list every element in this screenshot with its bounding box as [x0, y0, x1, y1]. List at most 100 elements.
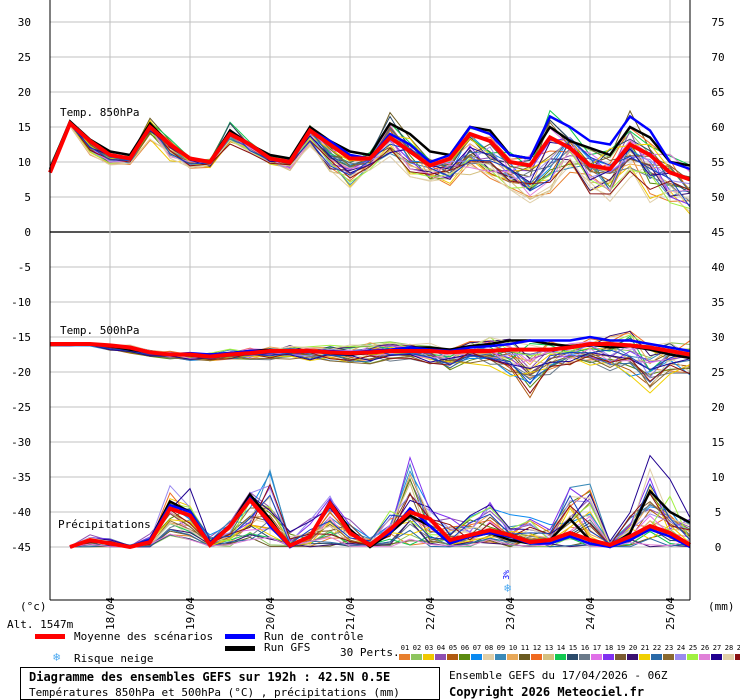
member-number: 14 — [556, 644, 566, 652]
member-number: 09 — [496, 644, 506, 652]
right-tick-label: 70 — [711, 51, 724, 64]
snowflake-legend-icon: ❄ — [53, 650, 61, 664]
member-16-precip-line — [69, 503, 691, 548]
member-number: 16 — [580, 644, 590, 652]
left-tick-label: 5 — [24, 191, 31, 204]
date-tick-label: 24/04 — [584, 597, 597, 630]
right-tick-label: 45 — [711, 226, 724, 239]
axis-ticks: 302520151050-5-10-15-20-25-30-35-40-4575… — [11, 16, 725, 630]
member-number: 02 — [412, 644, 422, 652]
altitude: Alt. 1547m — [7, 618, 74, 631]
member-number: 03 — [424, 644, 434, 652]
left-tick-label: -40 — [11, 506, 31, 519]
member-number: 08 — [484, 644, 494, 652]
grid — [50, 0, 690, 600]
left-tick-label: 20 — [18, 86, 31, 99]
left-tick-label: -15 — [11, 331, 31, 344]
member-swatch — [735, 654, 740, 660]
legend-mean-label: Moyenne des scénarios — [74, 630, 214, 643]
member-swatch — [495, 654, 506, 660]
right-tick-label: 65 — [711, 86, 724, 99]
right-tick-label: 0 — [715, 541, 722, 554]
date-tick-label: 25/04 — [664, 597, 677, 630]
member-number: 15 — [568, 644, 578, 652]
right-tick-label: 35 — [711, 296, 724, 309]
member-swatch — [399, 654, 410, 660]
member-swatch — [639, 654, 650, 660]
main-lines — [48, 114, 692, 550]
member-28-t850-line — [49, 125, 691, 204]
member-number: 26 — [700, 644, 710, 652]
legend-mean-swatch — [35, 634, 65, 639]
legend-gfs-label: Run GFS — [264, 641, 311, 654]
member-swatch — [435, 654, 446, 660]
right-tick-label: 60 — [711, 121, 724, 134]
member-number: 04 — [436, 644, 446, 652]
label-t500: Temp. 500hPa — [60, 324, 140, 337]
member-number: 19 — [616, 644, 626, 652]
right-tick-label: 75 — [711, 16, 724, 29]
member-number: 13 — [544, 644, 554, 652]
member-swatch — [579, 654, 590, 660]
gfs-precip-line — [69, 488, 691, 549]
chart-title: Diagramme des ensembles GEFS sur 192h : … — [29, 670, 391, 684]
left-tick-label: 25 — [18, 51, 31, 64]
right-tick-label: 15 — [711, 436, 724, 449]
title-box: Diagramme des ensembles GEFS sur 192h : … — [20, 667, 440, 700]
left-tick-label: 30 — [18, 16, 31, 29]
label-t850: Temp. 850hPa — [60, 106, 140, 119]
member-swatch — [663, 654, 674, 660]
member-number: 24 — [676, 644, 686, 652]
member-swatch — [483, 654, 494, 660]
member-swatch — [423, 654, 434, 660]
left-tick-label: -25 — [11, 401, 31, 414]
right-tick-label: 30 — [711, 331, 724, 344]
member-swatch — [411, 654, 422, 660]
member-number: 10 — [508, 644, 518, 652]
member-number: 06 — [460, 644, 470, 652]
member-swatch — [447, 654, 458, 660]
member-number: 07 — [472, 644, 482, 652]
member-swatch — [567, 654, 578, 660]
right-tick-label: 10 — [711, 471, 724, 484]
left-tick-label: -5 — [18, 261, 31, 274]
member-12-precip-line — [69, 489, 691, 548]
date-tick-label: 22/04 — [424, 597, 437, 630]
left-tick-label: 0 — [24, 226, 31, 239]
member-29-t850-line — [49, 122, 691, 195]
member-number: 20 — [628, 644, 638, 652]
snowflake-icon: ❄ — [504, 581, 512, 595]
copyright: Copyright 2026 Meteociel.fr — [449, 685, 645, 699]
member-swatch — [519, 654, 530, 660]
member-number: 21 — [640, 644, 650, 652]
chart-svg: 302520151050-5-10-15-20-25-30-35-40-4575… — [11, 0, 725, 630]
member-number: 12 — [532, 644, 542, 652]
member-swatch — [615, 654, 626, 660]
member-swatch — [711, 654, 722, 660]
member-number: 05 — [448, 644, 458, 652]
member-swatch — [507, 654, 518, 660]
right-tick-label: 50 — [711, 191, 724, 204]
right-tick-label: 55 — [711, 156, 724, 169]
member-27-t500-line — [49, 344, 691, 371]
date-tick-label: 20/04 — [264, 597, 277, 630]
right-axis-unit: (mm) — [708, 600, 735, 613]
member-swatch — [591, 654, 602, 660]
member-26-precip-line — [69, 533, 691, 548]
plot-frame — [49, 0, 691, 601]
legend-member-swatches — [399, 650, 740, 663]
member-swatch — [531, 654, 542, 660]
snow-risk-value: 3% — [502, 570, 511, 580]
mean-t850-line — [48, 120, 691, 182]
chart-subtitle: Températures 850hPa et 500hPa (°C) , pré… — [29, 686, 400, 699]
legend-perts-label: 30 Perts. — [340, 646, 400, 659]
legend-gfs-swatch — [225, 646, 255, 651]
mean-t500-line — [50, 342, 691, 359]
member-swatch — [651, 654, 662, 660]
member-number: 23 — [664, 644, 674, 652]
date-tick-label: 23/04 — [504, 597, 517, 630]
right-tick-label: 5 — [715, 506, 722, 519]
legend-control-label: Run de contrôle — [264, 630, 364, 643]
legend-snow-label: Risque neige — [74, 652, 154, 665]
